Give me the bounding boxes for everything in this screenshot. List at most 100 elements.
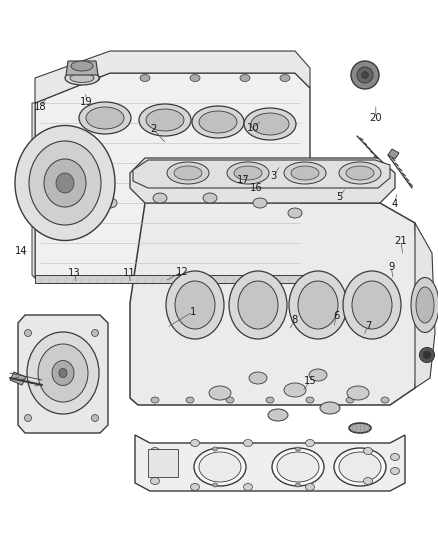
Ellipse shape	[280, 75, 290, 82]
Text: 8: 8	[292, 315, 298, 325]
Text: 18: 18	[34, 102, 46, 111]
Ellipse shape	[191, 483, 199, 490]
Ellipse shape	[229, 271, 287, 339]
Text: 20: 20	[370, 114, 382, 123]
Ellipse shape	[346, 166, 374, 180]
Ellipse shape	[339, 162, 381, 184]
Ellipse shape	[381, 397, 389, 403]
Ellipse shape	[27, 332, 99, 414]
Ellipse shape	[339, 452, 381, 482]
Text: 21: 21	[394, 236, 407, 246]
Ellipse shape	[86, 107, 124, 129]
Text: 16: 16	[250, 183, 263, 192]
Ellipse shape	[361, 71, 368, 78]
Ellipse shape	[238, 281, 278, 329]
Ellipse shape	[364, 448, 372, 455]
Polygon shape	[35, 51, 310, 103]
Text: 14: 14	[15, 246, 27, 255]
Ellipse shape	[226, 397, 234, 403]
Ellipse shape	[240, 75, 250, 82]
Polygon shape	[35, 275, 310, 283]
Text: 3: 3	[271, 171, 277, 181]
Ellipse shape	[139, 104, 191, 136]
Ellipse shape	[420, 348, 434, 362]
Ellipse shape	[175, 281, 215, 329]
Text: 7: 7	[365, 321, 371, 331]
Ellipse shape	[244, 483, 252, 490]
Ellipse shape	[65, 71, 99, 85]
Ellipse shape	[56, 173, 74, 193]
Polygon shape	[388, 149, 399, 159]
Ellipse shape	[351, 61, 379, 89]
Ellipse shape	[296, 447, 300, 451]
Ellipse shape	[44, 159, 86, 207]
Ellipse shape	[391, 467, 399, 474]
Ellipse shape	[140, 75, 150, 82]
Text: 19: 19	[80, 98, 93, 107]
Text: 15: 15	[304, 376, 317, 386]
Ellipse shape	[203, 193, 217, 203]
Ellipse shape	[423, 351, 431, 359]
Ellipse shape	[277, 452, 319, 482]
Ellipse shape	[151, 448, 159, 455]
Ellipse shape	[291, 166, 319, 180]
Ellipse shape	[391, 454, 399, 461]
Ellipse shape	[151, 478, 159, 484]
Ellipse shape	[251, 113, 289, 135]
Ellipse shape	[212, 483, 218, 487]
Text: 9: 9	[388, 262, 394, 271]
Ellipse shape	[199, 452, 241, 482]
Polygon shape	[18, 315, 108, 433]
Ellipse shape	[227, 162, 269, 184]
Ellipse shape	[249, 372, 267, 384]
Ellipse shape	[284, 162, 326, 184]
Ellipse shape	[349, 423, 371, 433]
Ellipse shape	[268, 409, 288, 421]
Polygon shape	[135, 435, 405, 491]
Ellipse shape	[352, 281, 392, 329]
Ellipse shape	[92, 415, 99, 422]
Ellipse shape	[209, 386, 231, 400]
Ellipse shape	[153, 193, 167, 203]
Ellipse shape	[59, 368, 67, 377]
Ellipse shape	[25, 329, 32, 336]
Polygon shape	[415, 223, 435, 388]
Ellipse shape	[364, 478, 372, 484]
Text: 12: 12	[175, 267, 188, 277]
Ellipse shape	[103, 198, 117, 208]
Text: 17: 17	[237, 175, 250, 184]
Ellipse shape	[305, 483, 314, 490]
Ellipse shape	[192, 106, 244, 138]
Ellipse shape	[38, 344, 88, 402]
Ellipse shape	[15, 125, 115, 240]
Ellipse shape	[92, 329, 99, 336]
Ellipse shape	[52, 360, 74, 385]
Ellipse shape	[166, 271, 224, 339]
Text: 13: 13	[68, 268, 81, 278]
Polygon shape	[133, 160, 390, 188]
Ellipse shape	[289, 271, 347, 339]
Ellipse shape	[25, 415, 32, 422]
Text: 6: 6	[333, 311, 339, 320]
Text: 1: 1	[190, 307, 196, 317]
Ellipse shape	[272, 448, 324, 486]
Ellipse shape	[288, 208, 302, 218]
Ellipse shape	[266, 397, 274, 403]
Ellipse shape	[234, 166, 262, 180]
Ellipse shape	[167, 162, 209, 184]
Ellipse shape	[416, 287, 434, 323]
Ellipse shape	[244, 440, 252, 447]
Polygon shape	[32, 103, 35, 278]
Ellipse shape	[151, 397, 159, 403]
Ellipse shape	[71, 61, 93, 71]
Ellipse shape	[357, 67, 373, 83]
Ellipse shape	[191, 440, 199, 447]
Ellipse shape	[53, 208, 67, 218]
Text: 2: 2	[150, 124, 156, 134]
Ellipse shape	[343, 271, 401, 339]
Polygon shape	[130, 203, 420, 405]
Ellipse shape	[411, 278, 438, 333]
Ellipse shape	[90, 75, 100, 82]
Ellipse shape	[296, 483, 300, 487]
Ellipse shape	[334, 448, 386, 486]
